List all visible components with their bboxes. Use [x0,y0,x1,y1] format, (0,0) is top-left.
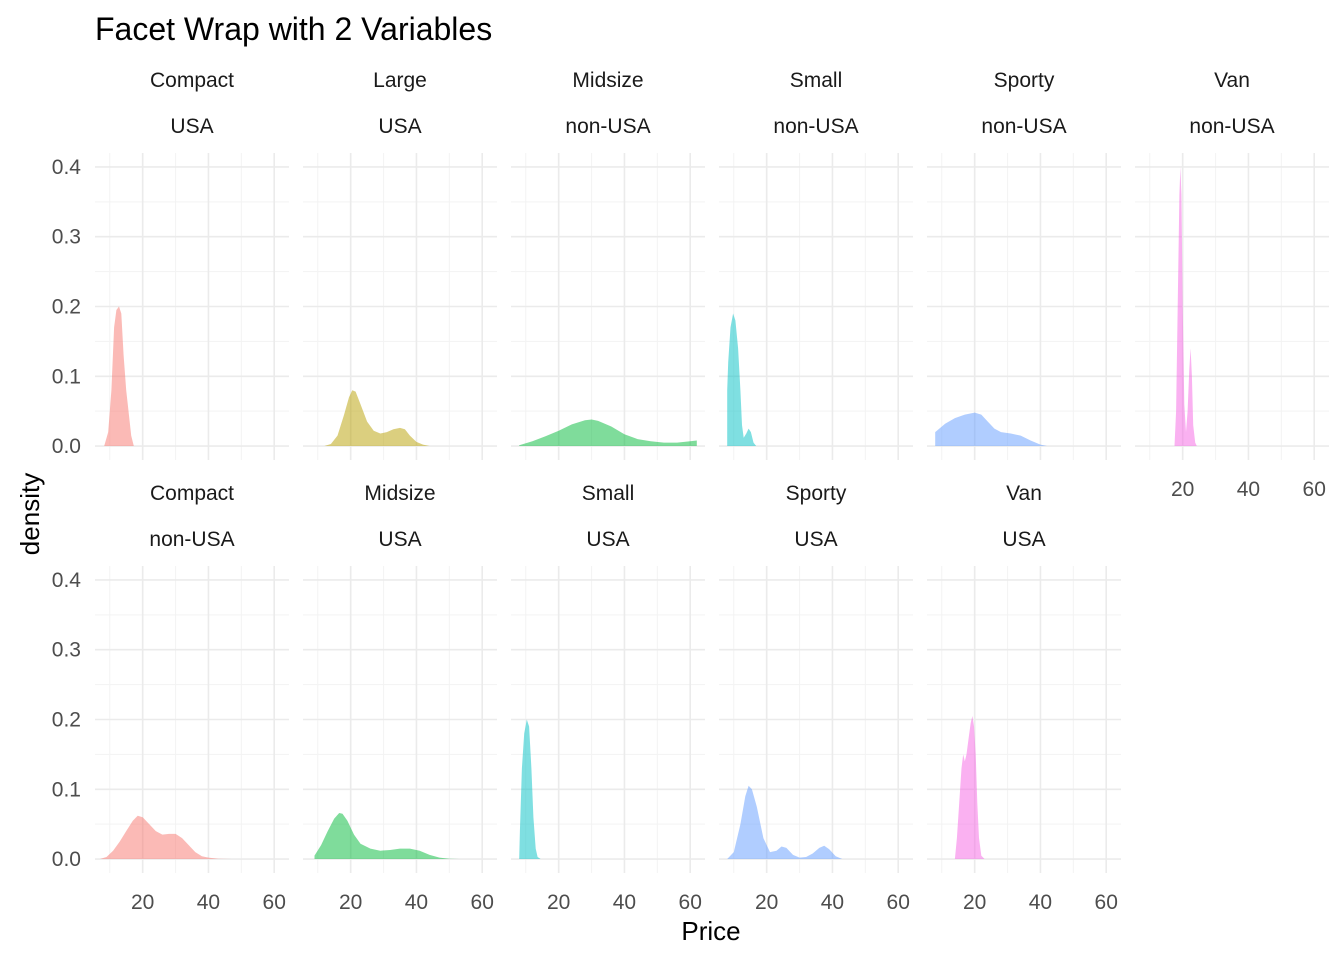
density-area-sporty-non-usa [935,412,1047,446]
facet-panel: Small USA 20 40 60 [511,482,705,914]
strip-label-origin: USA [1002,528,1045,551]
x-tick-label: 40 [197,891,220,914]
facet-panel: Midsize non-USA [511,69,705,460]
strip-label-type: Van [1006,482,1042,505]
strip-label-origin: non-USA [1189,115,1274,138]
strip-label-origin: USA [378,528,421,551]
y-tick-label: 0.2 [52,296,81,319]
strip-label-type: Compact [150,69,234,92]
density-area-van-non-usa [1174,167,1197,446]
x-tick-label: 20 [1171,478,1194,501]
strip-label-type: Large [373,69,427,92]
density-area-compact-non-usa [99,815,232,859]
facet-panel: Van non-USA 20 40 60 [1135,69,1329,501]
density-area-sporty-usa [727,785,843,859]
facet-panel: Sporty USA 20 40 60 [719,482,913,914]
facet-panels: CompactUSA0.00.10.20.30.4LargeUSAMidsize… [52,69,1329,914]
y-tick-label: 0.4 [52,156,82,179]
x-tick-label: 60 [887,891,910,914]
x-tick-label: 60 [1095,891,1118,914]
facet-panel: Large USA [303,69,497,460]
density-area-compact-usa [104,306,134,446]
x-tick-label: 40 [1237,478,1260,501]
strip-label-origin: USA [794,528,837,551]
density-area-small-usa [519,719,541,859]
x-tick-label: 20 [547,891,570,914]
x-axis-title: Price [681,916,740,946]
y-tick-label: 0.1 [52,365,81,388]
strip-label-type: Sporty [994,69,1055,92]
x-tick-label: 40 [613,891,636,914]
density-area-van-usa [954,716,985,859]
y-tick-label: 0.4 [52,569,82,592]
x-tick-label: 60 [1303,478,1326,501]
x-tick-label: 20 [755,891,778,914]
strip-label-type: Small [790,69,843,92]
strip-label-type: Van [1214,69,1250,92]
y-tick-label: 0.0 [52,848,81,871]
facet-panel: Small non-USA [719,69,913,460]
y-tick-label: 0.0 [52,435,81,458]
x-tick-label: 40 [405,891,428,914]
strip-label-origin: non-USA [773,115,858,138]
facet-panel: Compact USA 0.0 0.1 0.2 0.3 0.4 [52,69,289,460]
strip-label-type: Sporty [786,482,847,505]
facet-panel: Sporty non-USA [927,69,1121,460]
x-tick-label: 60 [679,891,702,914]
x-tick-label: 20 [131,891,154,914]
strip-label-origin: USA [378,115,421,138]
x-tick-label: 60 [471,891,494,914]
strip-label-origin: non-USA [565,115,650,138]
strip-label-origin: USA [586,528,629,551]
strip-label-origin: non-USA [981,115,1066,138]
strip-label-origin: non-USA [149,528,234,551]
strip-label-type: Midsize [364,482,435,505]
y-tick-label: 0.3 [52,226,81,249]
y-tick-label: 0.3 [52,639,81,662]
x-tick-label: 40 [1029,891,1052,914]
x-tick-label: 20 [963,891,986,914]
strip-label-type: Midsize [572,69,643,92]
density-area-large-usa [324,390,430,446]
strip-label-type: Small [582,482,635,505]
facet-panel: Van USA 20 40 60 [927,482,1121,914]
x-tick-label: 40 [821,891,844,914]
chart-title: Facet Wrap with 2 Variables [95,11,492,47]
density-area-small-non-usa [727,313,757,446]
y-tick-label: 0.1 [52,778,81,801]
x-tick-label: 60 [263,891,286,914]
facet-panel: Compact non-USA 0.0 0.1 0.2 0.3 0.4 20 40 60 [52,482,289,914]
strip-label-type: Compact [150,482,234,505]
x-tick-label: 20 [339,891,362,914]
density-area-midsize-usa [314,813,460,859]
y-axis-title: density [15,473,45,555]
strip-label-origin: USA [170,115,213,138]
y-tick-label: 0.2 [52,709,81,732]
density-area-midsize-non-usa [519,419,697,446]
facet-panel: Midsize USA 20 40 60 [303,482,497,914]
